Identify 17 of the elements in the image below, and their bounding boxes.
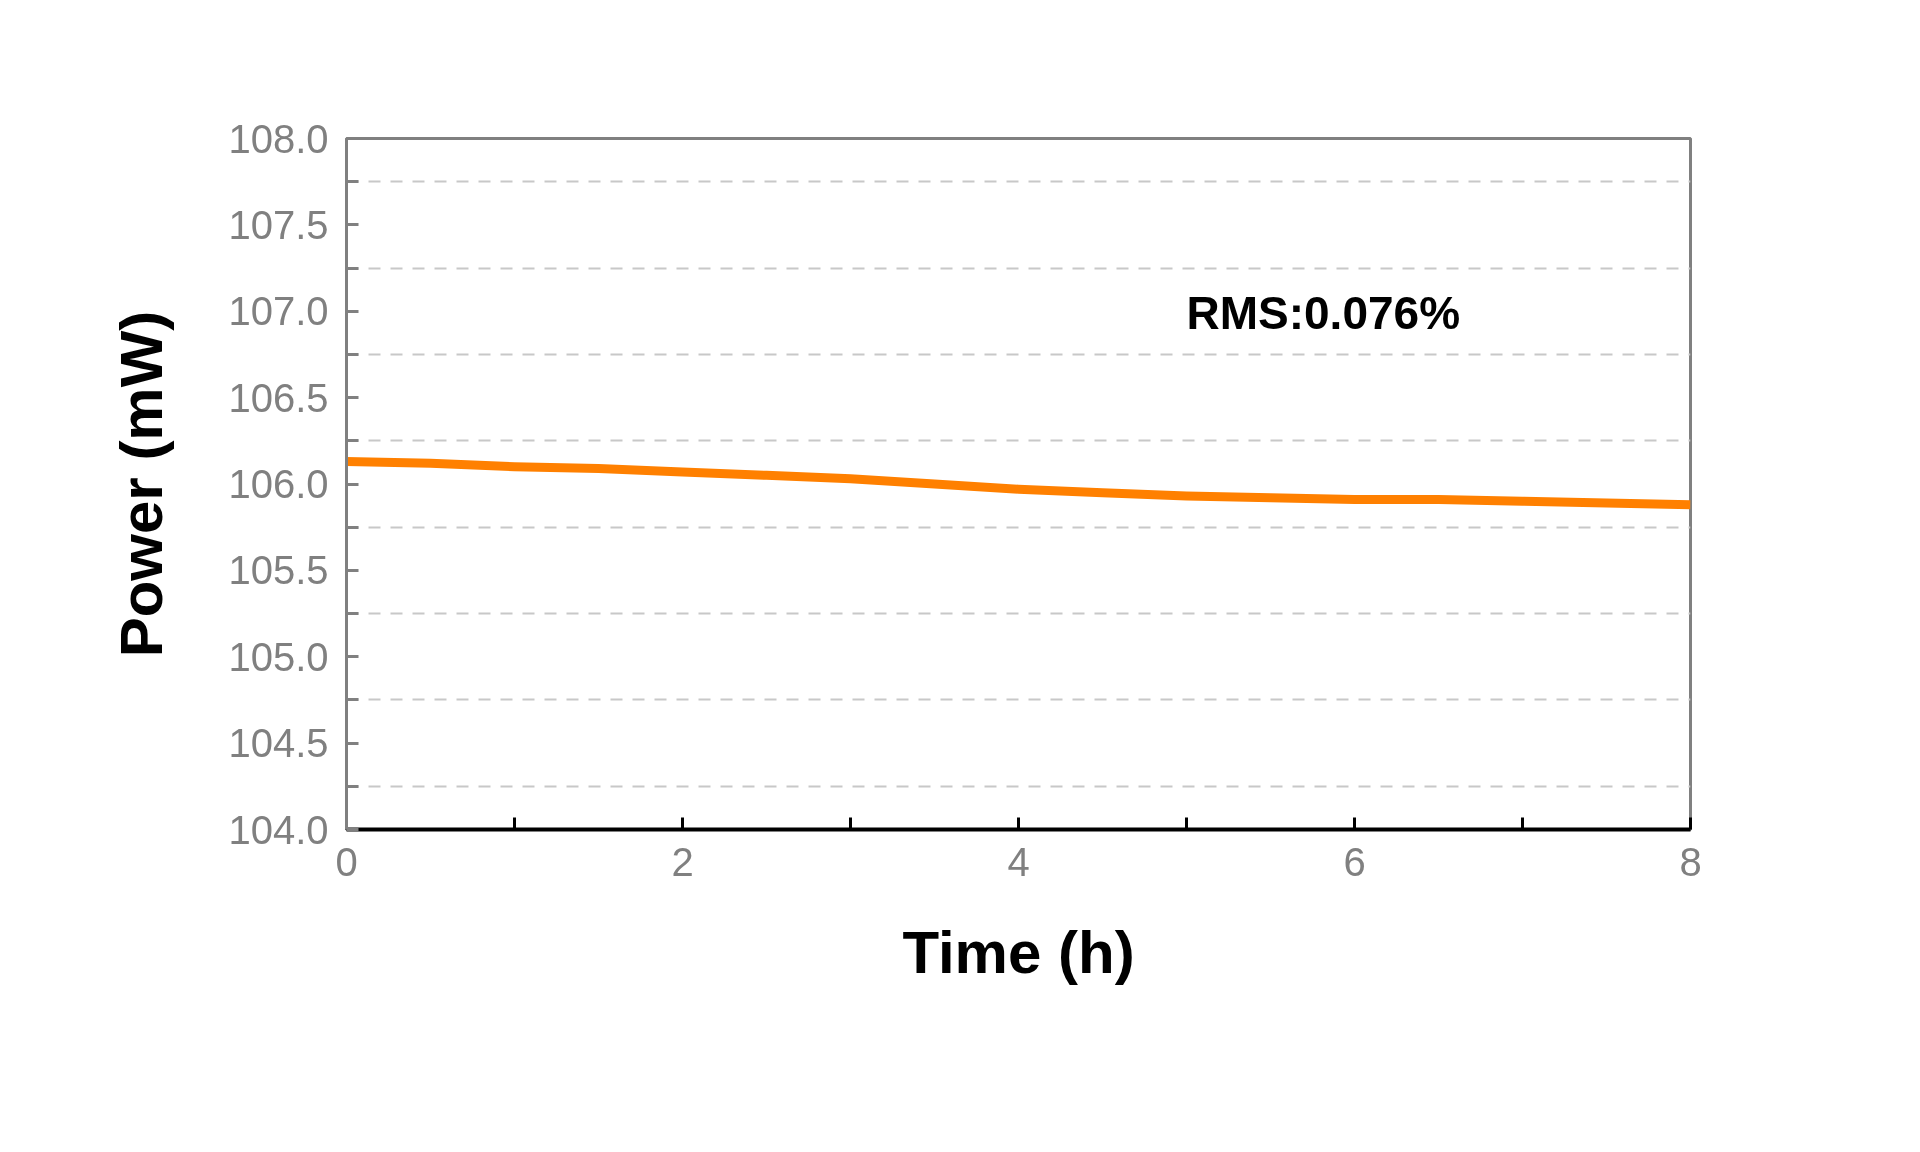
- x-tick-label: 4: [1007, 839, 1030, 884]
- y-tick-label: 106.0: [228, 462, 329, 506]
- y-tick-label: 104.0: [228, 807, 329, 852]
- x-tick-label: 2: [671, 839, 694, 884]
- y-tick-label: 107.0: [228, 289, 329, 334]
- y-tick-label: 108.0: [228, 116, 329, 161]
- x-tick-label: 0: [335, 839, 358, 884]
- y-tick-label: 105.5: [228, 548, 329, 593]
- y-tick-label: 104.5: [228, 721, 329, 766]
- y-tick-label: 105.0: [228, 634, 329, 679]
- x-tick-label: 6: [1343, 839, 1366, 884]
- y-axis-title: Power (mW): [108, 310, 176, 658]
- x-tick-label: 8: [1679, 839, 1702, 884]
- y-tick-label: 107.5: [228, 202, 329, 247]
- x-axis-title: Time (h): [902, 918, 1135, 986]
- annotation: RMS:0.076%: [1186, 286, 1461, 339]
- y-tick-label: 106.5: [228, 375, 329, 420]
